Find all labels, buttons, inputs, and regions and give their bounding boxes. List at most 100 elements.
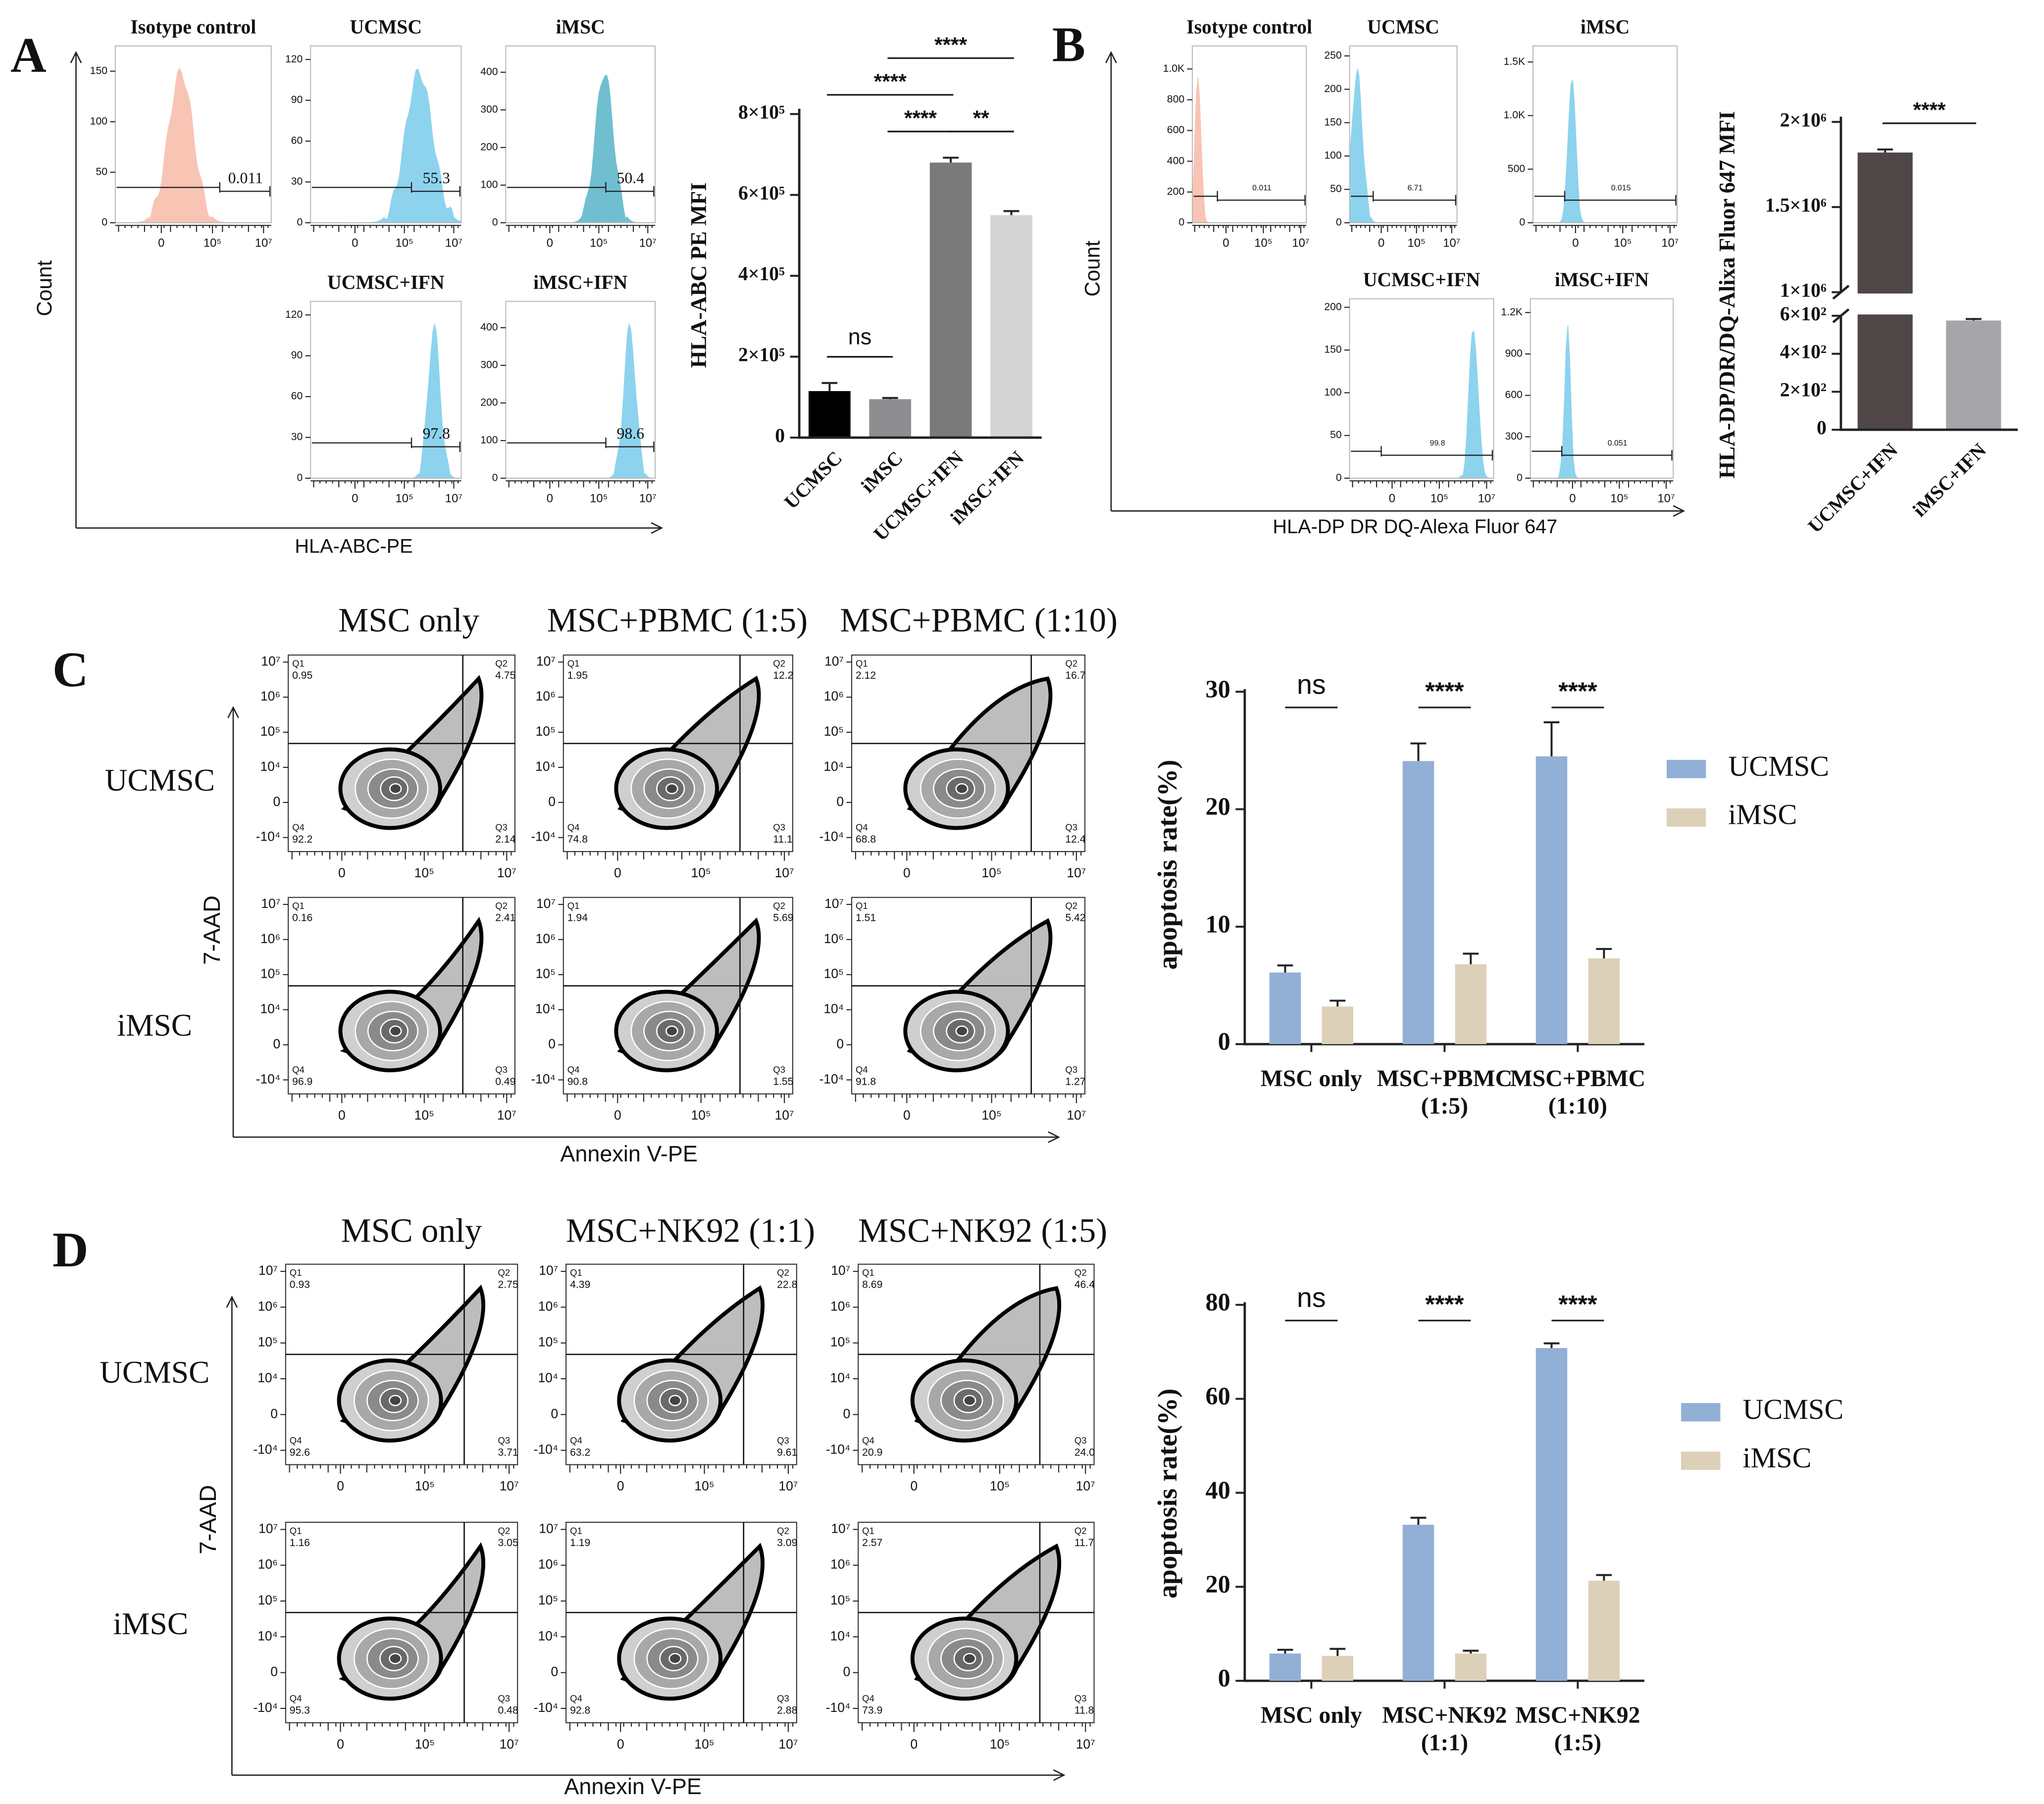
y-tick-label: 90	[291, 350, 303, 361]
y-axis-label: HLA-ABC PE MFI	[686, 182, 711, 368]
y-tick-label: 200	[1324, 83, 1341, 95]
quadrant-name: Q2	[777, 1267, 789, 1278]
y-tick-label: 0	[548, 794, 556, 809]
y-tick-label: 60	[291, 135, 303, 147]
x-tick-label: 10⁵	[981, 1108, 1001, 1123]
x-axis-label: HLA-ABC-PE	[295, 536, 412, 557]
contour-level	[963, 1653, 976, 1664]
quadrant-name: Q2	[498, 1267, 511, 1278]
x-tick-label: 0	[910, 1478, 918, 1493]
bar	[1455, 964, 1487, 1045]
significance-label: ****	[1558, 1290, 1597, 1318]
quadrant-value: 0.95	[292, 670, 312, 681]
x-tick-label: 10⁵	[1254, 237, 1272, 250]
y-tick-label: 10⁵	[538, 1335, 558, 1350]
x-tick-label: 10⁵	[590, 237, 608, 250]
gate	[507, 437, 655, 452]
quadrant-value: 2.41	[495, 912, 515, 924]
plot-title: iMSC+IFN	[533, 271, 628, 293]
gate-value: 99.8	[1430, 439, 1445, 448]
plot-frame	[1191, 45, 1307, 224]
quadrant-name: Q4	[567, 1064, 580, 1075]
x-tick-label: 10⁷	[497, 1108, 516, 1123]
x-tick-label: 10⁷	[775, 1108, 794, 1123]
plot-frame	[851, 654, 1086, 852]
quadrant-value: 92.6	[290, 1447, 310, 1458]
y-tick-label: 10⁷	[261, 653, 280, 668]
axis-line	[1243, 1302, 1644, 1682]
contour	[614, 917, 761, 1072]
frame-axis	[1105, 51, 1117, 511]
x-tick-label: 0	[338, 865, 346, 880]
plot-frame	[114, 45, 272, 224]
quadrant-name: Q3	[773, 1064, 785, 1075]
quadrant-name: Q3	[777, 1693, 789, 1704]
x-tick-label: 10⁵	[414, 1108, 434, 1123]
gate-value: 0.051	[1608, 439, 1628, 448]
error-bar	[1410, 742, 1427, 761]
plot-frame	[1532, 45, 1678, 224]
y-tick-label: 10⁷	[824, 653, 844, 668]
quadrant-name: Q2	[773, 901, 785, 911]
gate	[116, 182, 271, 197]
y-tick-label: 50	[96, 166, 107, 177]
y-tick-label: 900	[1505, 348, 1523, 359]
plot-frame	[1349, 298, 1494, 479]
y-tick-label: -10⁴	[826, 1700, 851, 1715]
bar	[929, 162, 972, 438]
legend-swatch	[1666, 808, 1706, 827]
plot-frame	[285, 1263, 518, 1465]
y-tick-label: 150	[1324, 344, 1341, 355]
quadrant-value: 2.14	[495, 834, 515, 845]
y-tick-label: 800	[1167, 94, 1184, 105]
error-bar	[1596, 948, 1612, 958]
x-tick-label: 10⁵	[691, 1108, 711, 1123]
quadrant-name: Q1	[856, 658, 868, 669]
x-tick-label: 0	[614, 865, 621, 880]
y-tick-label: 100	[1324, 387, 1341, 398]
y-tick-label: 10⁵	[830, 1593, 850, 1607]
y-tick-label: 10⁷	[536, 653, 556, 668]
y-tick-label: -10⁴	[253, 1700, 278, 1715]
y-axis-label: 7-AAD	[195, 1485, 221, 1554]
significance-label: **	[973, 106, 989, 130]
quadrant-name: Q3	[773, 822, 785, 832]
frame-axis	[226, 1295, 238, 1775]
y-tick-label: 10⁵	[260, 724, 280, 739]
error-bar	[1329, 1000, 1346, 1007]
quadrant-value: 0.49	[495, 1076, 515, 1087]
quadrant-value: 12.2	[773, 670, 793, 681]
quadrant-name: Q4	[290, 1693, 302, 1704]
y-tick-label: 100	[1324, 150, 1341, 161]
plot-frame	[310, 45, 462, 224]
frame-axis	[70, 51, 82, 528]
y-tick-label: 0	[1519, 217, 1525, 228]
x-axis-label: Annexin V-PE	[560, 1141, 697, 1166]
x-tick-label: 0	[1378, 237, 1384, 250]
contour	[903, 918, 1053, 1072]
quadrant-name: Q3	[1074, 1435, 1087, 1446]
y-tick-label: 30	[1205, 675, 1230, 703]
x-tick-label: 10⁵	[694, 1737, 714, 1752]
quadrant-value: 1.27	[1065, 1076, 1085, 1087]
significance-label: ****	[874, 70, 907, 93]
quadrant-name: Q4	[570, 1435, 582, 1446]
y-tick-label: 30	[291, 176, 303, 187]
y-tick-label: 50	[1330, 429, 1342, 441]
x-tick-label: 10⁵	[396, 237, 413, 250]
quadrant-value: 11.1	[773, 834, 793, 845]
y-tick-label: 10⁷	[539, 1521, 558, 1536]
x-tick-label: (1:10)	[1548, 1094, 1607, 1119]
y-tick-label: 10⁷	[831, 1521, 850, 1536]
quadrant-name: Q1	[862, 1525, 874, 1536]
x-tick-label: 0	[338, 1108, 346, 1123]
y-tick-label: 10⁷	[261, 896, 280, 911]
x-tick-label: 10⁵	[396, 492, 413, 505]
x-tick-label: 10⁷	[1067, 1108, 1086, 1123]
x-tick-label: (1:5)	[1554, 1730, 1601, 1756]
x-tick-label: 10⁷	[1661, 237, 1679, 250]
gate	[311, 182, 460, 197]
axis-line	[798, 108, 1042, 439]
x-tick-label: 10⁷	[1478, 492, 1495, 505]
y-tick-label: 10⁴	[823, 759, 844, 774]
